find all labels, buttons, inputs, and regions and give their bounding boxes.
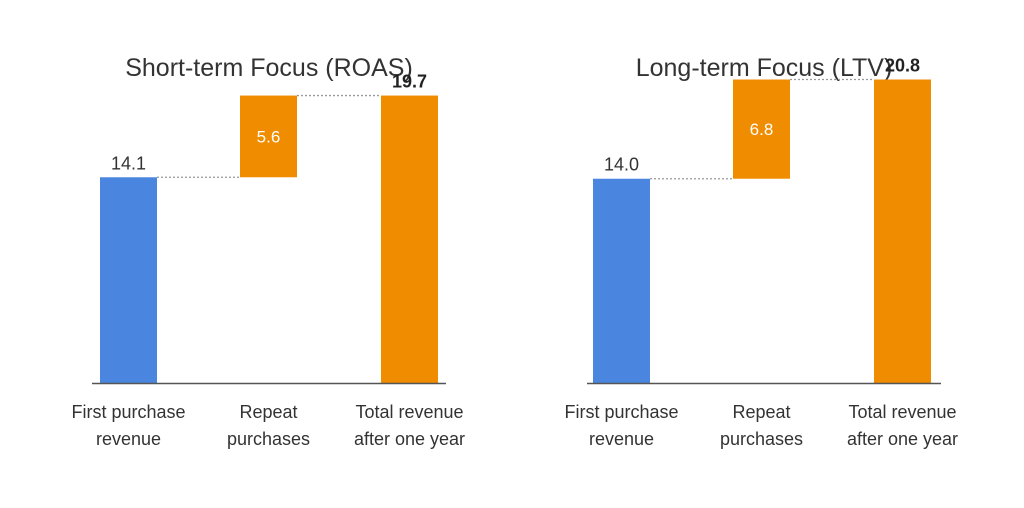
category-label: revenue	[96, 429, 161, 449]
data-label: 6.8	[750, 120, 774, 139]
bar-total-revenue	[874, 79, 931, 383]
bar-first-purchase	[593, 178, 650, 383]
bar-repeat-purchases	[733, 79, 790, 179]
category-label: purchases	[720, 429, 803, 449]
chart-title: Short-term Focus (ROAS)	[125, 54, 413, 82]
bar-total-revenue	[381, 95, 438, 384]
data-label: 5.6	[257, 127, 281, 146]
chart-panel-1: Short-term Focus (ROAS) 14.1 5.6 19.7 First …	[71, 54, 465, 449]
category-label: First purchase	[71, 402, 185, 422]
data-label: 14.1	[111, 153, 146, 173]
bar-first-purchase	[100, 177, 157, 383]
category-label: after one year	[847, 429, 958, 449]
category-label: after one year	[354, 429, 465, 449]
bar-repeat-purchases	[240, 95, 297, 178]
category-label: purchases	[227, 429, 310, 449]
chart-panel-2: Long-term Focus (LTV) 14.0 6.8 20.8 First pu…	[564, 54, 958, 449]
data-label: 14.0	[604, 155, 639, 175]
category-label: Repeat	[732, 402, 790, 422]
category-label: revenue	[589, 429, 654, 449]
category-label: Repeat	[239, 402, 297, 422]
category-label: Total revenue	[848, 402, 956, 422]
data-label: 19.7	[392, 72, 427, 92]
data-label: 20.8	[885, 56, 920, 76]
category-label: First purchase	[564, 402, 678, 422]
chart-title: Long-term Focus (LTV)	[636, 54, 893, 82]
category-label: Total revenue	[355, 402, 463, 422]
